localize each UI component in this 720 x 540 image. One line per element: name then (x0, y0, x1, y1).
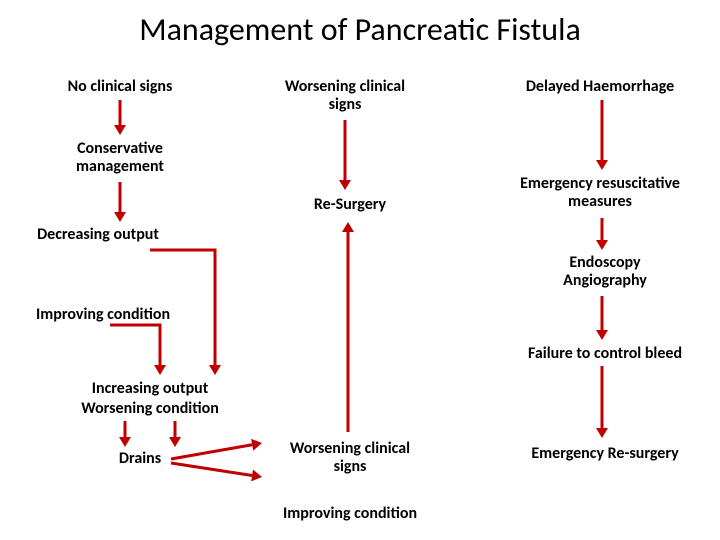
node-label: Endoscopy (520, 254, 690, 272)
node-label: Improving condition (283, 504, 417, 523)
node-label: Improving condition (36, 305, 170, 324)
node-label: Increasing output (92, 379, 209, 398)
node-worsening-clinical-signs-bottom: Worsening clinical signs (260, 440, 440, 477)
node-label: Emergency resuscitative (490, 175, 710, 193)
node-drains: Drains (90, 450, 190, 468)
node-label: signs (255, 96, 435, 114)
node-label: management (40, 158, 200, 176)
node-label: signs (260, 458, 440, 476)
node-re-surgery: Re-Surgery (300, 196, 400, 214)
node-label: Re-Surgery (314, 195, 386, 214)
node-no-clinical-signs: No clinical signs (40, 78, 200, 96)
node-improving-condition-left: Improving condition (18, 306, 188, 324)
node-label: Decreasing output (37, 225, 159, 244)
node-label: measures (490, 193, 710, 211)
node-label: Drains (119, 449, 161, 468)
node-emergency-re-surgery: Emergency Re-surgery (500, 445, 710, 463)
node-label: Emergency Re-surgery (531, 444, 678, 463)
node-label: Worsening clinical (255, 78, 435, 96)
node-increasing-output: Increasing output (60, 380, 240, 398)
node-label: Worsening condition (81, 399, 219, 418)
node-worsening-condition: Worsening condition (60, 400, 240, 418)
node-label: No clinical signs (68, 77, 173, 96)
node-worsening-clinical-signs-top: Worsening clinical signs (255, 78, 435, 115)
node-label: Worsening clinical (260, 440, 440, 458)
node-conservative-management: Conservative management (40, 140, 200, 177)
node-emergency-resuscitative: Emergency resuscitative measures (490, 175, 710, 212)
node-improving-condition-bottom: Improving condition (255, 505, 445, 523)
node-label: Conservative (40, 140, 200, 158)
page-title: Management of Pancreatic Fistula (0, 10, 720, 49)
diagram-stage: Management of Pancreatic Fistula No clin… (0, 0, 720, 540)
node-label: Delayed Haemorrhage (526, 77, 674, 96)
node-delayed-haemorrhage: Delayed Haemorrhage (500, 78, 700, 96)
node-label: Angiography (520, 272, 690, 290)
node-label: Failure to control bleed (528, 344, 682, 363)
node-failure-to-control-bleed: Failure to control bleed (500, 345, 710, 363)
node-decreasing-output: Decreasing output (18, 226, 178, 244)
node-endoscopy-angiography: Endoscopy Angiography (520, 254, 690, 291)
